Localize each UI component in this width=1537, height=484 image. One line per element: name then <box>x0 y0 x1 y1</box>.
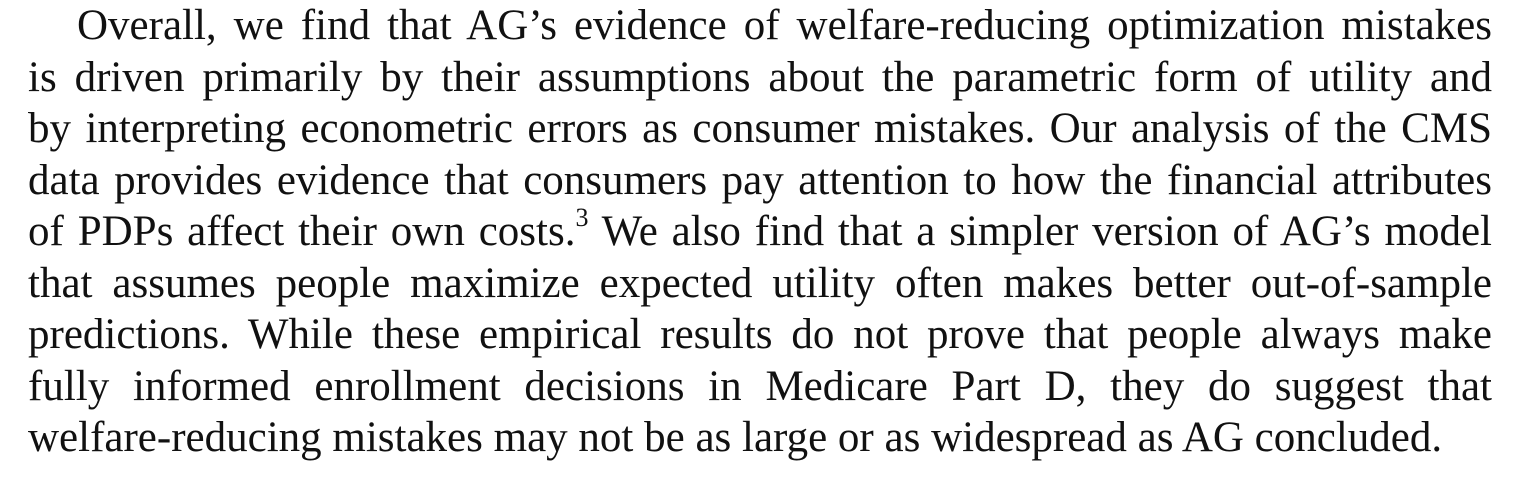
paragraph-line: predictions. While these empirical resul… <box>28 311 1492 358</box>
paragraph-line: that assumes people maximize expected ut… <box>28 260 1492 307</box>
paragraph-text: We also find that a simpler version of A… <box>588 208 1493 255</box>
paragraph-line: welfare-reducing mistakes may not be as … <box>28 414 1443 461</box>
paragraph-line: of PDPs affect their own costs.3 We also… <box>28 202 1493 258</box>
footnote-marker[interactable]: 3 <box>575 202 589 232</box>
paragraph-line: data provides evidence that consumers pa… <box>28 157 1492 204</box>
paragraph-line: fully informed enrollment decisions in M… <box>28 363 1492 410</box>
paragraph-line: by interpreting econometric errors as co… <box>28 105 1492 152</box>
paragraph-line: is driven primarily by their assumptions… <box>28 54 1492 101</box>
paragraph-text: of PDPs affect their own costs. <box>28 208 576 255</box>
paragraph-line: Overall, we find that AG’s evidence of w… <box>77 2 1492 49</box>
